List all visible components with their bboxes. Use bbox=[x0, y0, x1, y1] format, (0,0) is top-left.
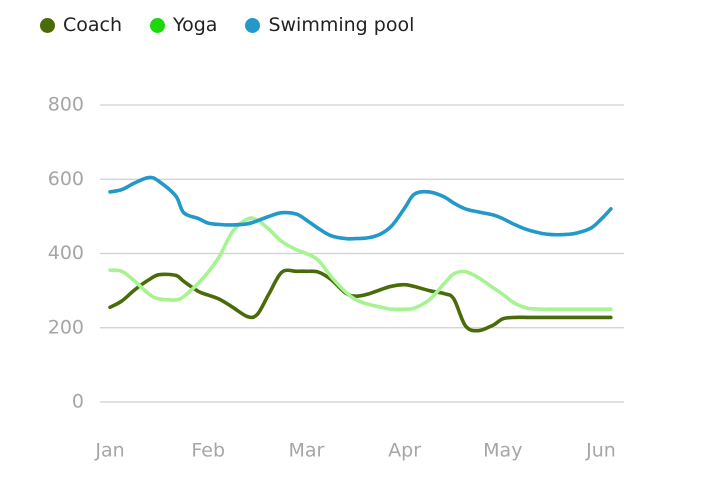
x-tick-label: Jan bbox=[94, 440, 124, 462]
legend-label-yoga: Yoga bbox=[173, 14, 218, 36]
y-tick-label: 800 bbox=[48, 94, 84, 116]
legend-item-yoga[interactable]: Yoga bbox=[150, 14, 217, 36]
legend-dot-coach bbox=[40, 17, 55, 33]
series-lines bbox=[108, 175, 613, 333]
legend-item-coach[interactable]: Coach bbox=[40, 14, 122, 36]
y-tick-label: 0 bbox=[72, 391, 84, 413]
y-tick-label: 600 bbox=[48, 168, 84, 190]
legend-dot-swimming-pool bbox=[245, 17, 261, 33]
series-line-yoga[interactable] bbox=[108, 216, 613, 312]
x-tick-label: Mar bbox=[288, 440, 324, 462]
series-line-swimming-pool[interactable] bbox=[108, 175, 613, 241]
legend-dot-yoga bbox=[150, 17, 166, 33]
x-tick-label: May bbox=[483, 440, 522, 462]
grid-lines bbox=[100, 104, 624, 403]
x-axis-ticks: Jan Feb Mar Apr May Jun bbox=[94, 440, 615, 462]
x-tick-label: Apr bbox=[388, 440, 421, 462]
chart-legend: Coach Yoga Swimming pool bbox=[40, 14, 414, 36]
y-tick-label: 200 bbox=[48, 316, 84, 338]
y-axis-ticks: 0 200 400 600 800 bbox=[48, 94, 84, 413]
legend-label-coach: Coach bbox=[63, 14, 123, 36]
y-tick-label: 400 bbox=[48, 242, 84, 264]
x-tick-label: Jun bbox=[585, 440, 616, 462]
series-line-coach[interactable] bbox=[108, 268, 613, 333]
x-tick-label: Feb bbox=[191, 440, 225, 462]
legend-label-swimming-pool: Swimming pool bbox=[268, 14, 415, 36]
legend-item-swimming-pool[interactable]: Swimming pool bbox=[245, 14, 414, 36]
